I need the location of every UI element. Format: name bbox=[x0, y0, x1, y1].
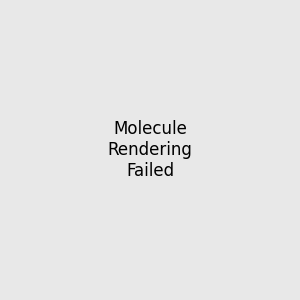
Text: Molecule
Rendering
Failed: Molecule Rendering Failed bbox=[108, 120, 192, 180]
